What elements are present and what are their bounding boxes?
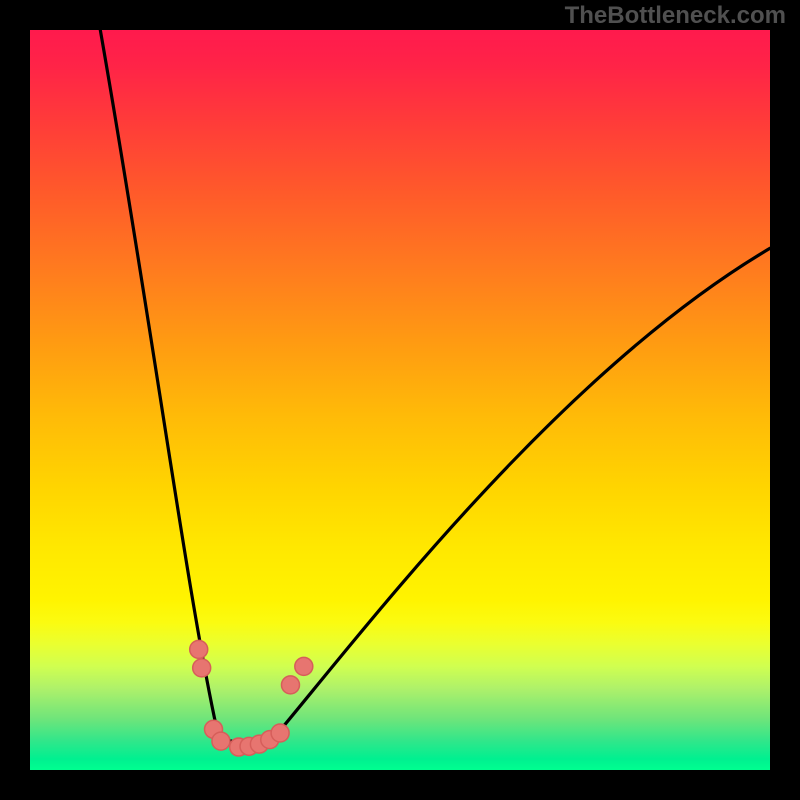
data-marker xyxy=(281,676,299,694)
curve-layer xyxy=(30,30,770,770)
watermark-text: TheBottleneck.com xyxy=(565,2,786,30)
data-marker xyxy=(212,732,230,750)
data-markers xyxy=(190,640,313,756)
data-marker xyxy=(190,640,208,658)
chart-frame xyxy=(0,0,800,800)
data-marker xyxy=(271,724,289,742)
plot-area xyxy=(30,30,770,770)
bottleneck-curve xyxy=(100,30,770,742)
data-marker xyxy=(193,659,211,677)
data-marker xyxy=(295,657,313,675)
